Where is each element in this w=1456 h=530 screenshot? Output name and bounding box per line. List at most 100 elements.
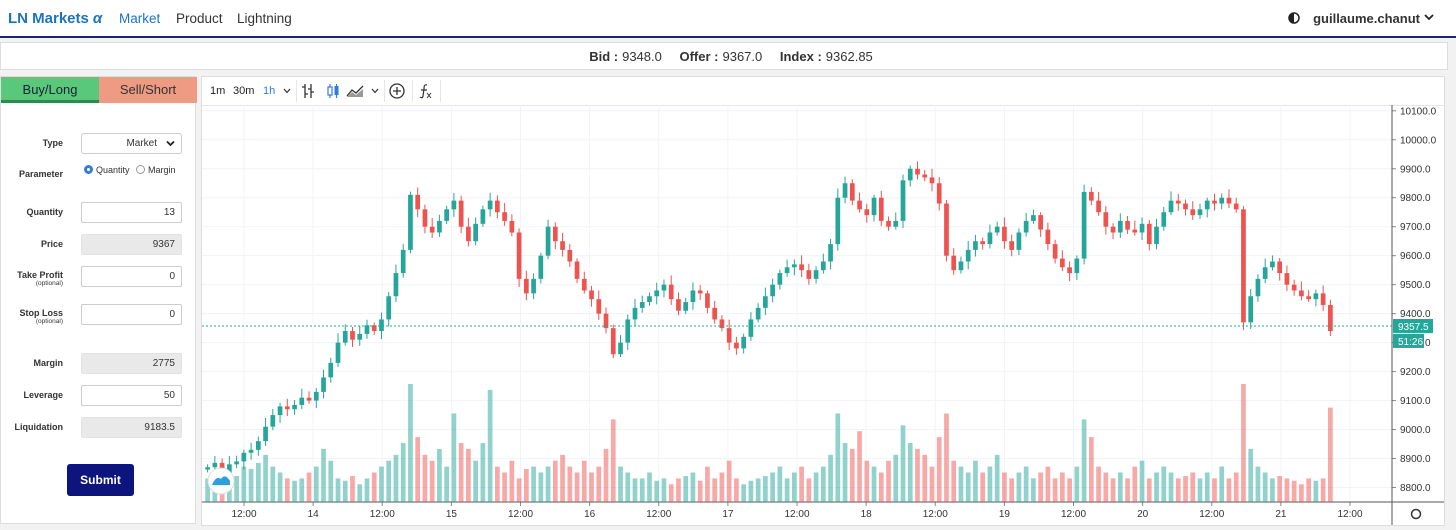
type-select[interactable]: Market <box>81 133 182 154</box>
volume-bar <box>393 454 399 502</box>
take-profit-label-text: Take Profit <box>17 270 63 280</box>
tab-buy-long[interactable]: Buy/Long <box>1 77 99 103</box>
stop-loss-input[interactable]: 0 <box>81 304 182 325</box>
chevron-down-icon[interactable] <box>283 88 291 94</box>
toolbar-divider <box>412 80 413 102</box>
candle-body <box>292 404 297 410</box>
volume-bar <box>1088 437 1094 502</box>
volume-bar <box>408 384 413 502</box>
candle-body <box>596 299 602 314</box>
settings-gear-icon[interactable] <box>1410 508 1422 520</box>
candle-body <box>1270 261 1275 268</box>
volume-bar <box>502 472 507 502</box>
volume-bar <box>900 425 906 502</box>
candlestick-icon[interactable] <box>326 83 340 99</box>
volume-bar <box>1154 472 1159 502</box>
interval-30m[interactable]: 30m <box>233 85 255 97</box>
radio-quantity[interactable]: Quantity <box>84 165 130 175</box>
candle-body <box>1052 244 1058 259</box>
candle-body <box>1045 229 1051 245</box>
volume-bar <box>741 484 747 502</box>
volume-bar <box>1270 478 1275 502</box>
candlestick-chart[interactable]: 10100.0 10000.0 9900.0 9800.0 9700.0 9600.0 95… <box>202 105 1444 525</box>
volume-bar <box>1241 384 1246 502</box>
nav-link-product[interactable]: Product <box>176 11 223 26</box>
volume-bar <box>444 466 450 502</box>
add-compare-icon[interactable] <box>389 83 405 99</box>
volume-bar <box>451 413 457 502</box>
candle-body <box>922 174 928 178</box>
nav-link-market[interactable]: Market <box>119 11 161 26</box>
x-tick-label: 12:00 <box>784 509 809 520</box>
leverage-label: Leverage <box>23 390 63 400</box>
volume-bar <box>379 466 384 502</box>
volume-bar <box>335 478 341 502</box>
volume-bar <box>1096 466 1101 502</box>
candle-body <box>480 209 486 224</box>
volume-bar <box>313 466 319 502</box>
candle-body <box>1241 209 1246 323</box>
volume-bar <box>878 472 884 502</box>
quote-bar: Bid :9348.0 Offer :9367.0 Index :9362.85 <box>0 42 1448 70</box>
interval-1h[interactable]: 1h <box>263 85 276 97</box>
candle-body <box>502 212 507 221</box>
candle-body <box>371 325 377 332</box>
volume-bar <box>1204 472 1210 502</box>
quantity-input[interactable]: 13 <box>81 202 182 223</box>
candle-body <box>1320 293 1326 305</box>
candle-body <box>560 241 565 250</box>
volume-bar <box>1110 478 1116 502</box>
volume-bar <box>1016 472 1022 502</box>
candle-body <box>603 313 609 329</box>
candle-body <box>1088 191 1094 201</box>
nav-link-lightning[interactable]: Lightning <box>237 11 292 26</box>
candle-body <box>639 302 645 308</box>
volume-bar <box>1320 478 1326 502</box>
fx-icon[interactable] <box>419 83 433 99</box>
volume-bar <box>487 389 493 502</box>
candle-body <box>386 296 392 320</box>
candle-body <box>408 194 413 250</box>
tab-sell-short[interactable]: Sell/Short <box>99 77 197 103</box>
y-tick-label: 9700.0 <box>1400 222 1431 233</box>
y-tick-label: 9000.0 <box>1400 425 1431 436</box>
take-profit-input[interactable]: 0 <box>81 266 182 287</box>
candle-body <box>741 336 747 349</box>
candle-body <box>806 270 812 279</box>
liquidation-label: Liquidation <box>14 422 64 432</box>
offer-value: 9367.0 <box>722 49 763 64</box>
volume-bar <box>647 472 652 502</box>
volume-bar <box>1190 472 1196 502</box>
candle-body <box>647 296 652 303</box>
radio-margin[interactable]: Margin <box>136 165 176 175</box>
leverage-input[interactable]: 50 <box>81 385 182 406</box>
last-price-tag <box>1393 318 1433 333</box>
volume-bar <box>1161 466 1167 502</box>
candle-body <box>835 197 841 245</box>
area-chart-icon[interactable] <box>346 84 364 98</box>
candle-body <box>1060 258 1065 268</box>
submit-button[interactable]: Submit <box>67 464 134 496</box>
candle-body <box>987 232 993 245</box>
volume-bar <box>1146 478 1152 502</box>
quantity-label: Quantity <box>26 207 63 217</box>
user-menu[interactable]: guillaume.chanut <box>1313 11 1420 26</box>
candle-body <box>545 226 551 256</box>
chevron-down-icon[interactable] <box>1424 13 1434 21</box>
volume-bar <box>531 466 536 502</box>
volume-bar <box>567 466 573 502</box>
y-tick-label: 9200.0 <box>1400 367 1431 378</box>
volume-bar <box>270 466 276 502</box>
candle-body <box>813 270 819 279</box>
candle-body <box>1190 209 1196 216</box>
brand-logo[interactable]: LN Markets α <box>8 10 102 27</box>
interval-1m[interactable]: 1m <box>210 85 226 97</box>
x-tick-label: 12:00 <box>646 509 671 520</box>
candle-body <box>973 241 978 250</box>
bid-value: 9348.0 <box>622 49 662 64</box>
volume-bar <box>277 472 283 502</box>
theme-toggle-icon[interactable] <box>1288 12 1300 24</box>
bar-chart-icon[interactable] <box>301 83 315 99</box>
chevron-down-icon[interactable] <box>371 88 379 94</box>
volume-bar <box>509 460 515 502</box>
